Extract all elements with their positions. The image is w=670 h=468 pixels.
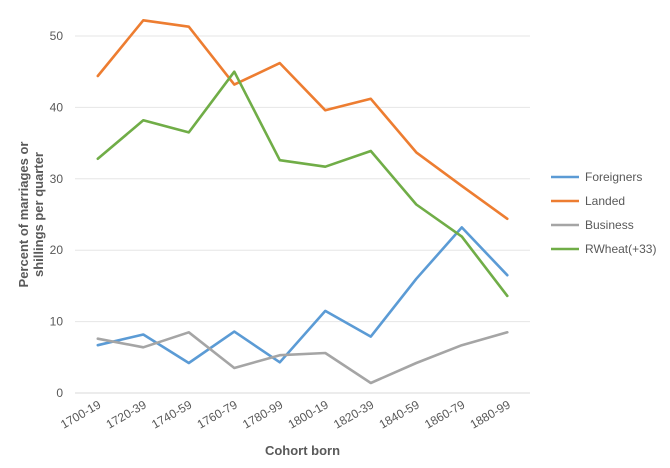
x-axis-ticks: 1700-19 1720-39 1740-59 1760-79 1780-99 1800-… [58, 397, 513, 431]
y-tick-label: 10 [50, 315, 64, 329]
legend-label: Landed [585, 194, 625, 208]
x-tick-label: 1740-59 [149, 397, 194, 431]
gridlines [75, 35, 530, 394]
x-tick-label: 1720-39 [104, 397, 149, 431]
legend-label: Business [585, 218, 634, 232]
x-tick-label: 1780-99 [240, 397, 285, 431]
x-tick-label: 1880-99 [468, 397, 513, 431]
series-line-landed [96, 18, 509, 221]
x-tick-label: 1800-19 [286, 397, 331, 431]
legend-label: RWheat(+33) [585, 242, 656, 256]
y-tick-label: 30 [50, 172, 64, 186]
x-axis-title: Cohort born [265, 443, 340, 458]
y-tick-label: 40 [50, 100, 64, 114]
x-tick-label: 1860-79 [422, 397, 467, 431]
x-tick-label: 1700-19 [58, 397, 103, 431]
legend: Foreigners Landed Business RWheat(+33) [551, 170, 656, 256]
series-line-rwheat-33 [96, 70, 509, 298]
y-tick-label: 0 [56, 386, 63, 400]
series-line-foreigners [96, 226, 509, 365]
y-tick-label: 50 [50, 29, 64, 43]
y-axis-ticks: 0 10 20 30 40 50 [50, 29, 64, 400]
x-tick-label: 1760-79 [195, 397, 240, 431]
series-line-business [96, 330, 509, 385]
y-axis-title: Percent of marriages orshillings per qua… [16, 142, 46, 288]
x-tick-label: 1840-59 [377, 397, 422, 431]
y-tick-label: 20 [50, 243, 64, 257]
legend-label: Foreigners [585, 170, 642, 184]
series-lines [96, 18, 509, 385]
x-tick-label: 1820-39 [331, 397, 376, 431]
